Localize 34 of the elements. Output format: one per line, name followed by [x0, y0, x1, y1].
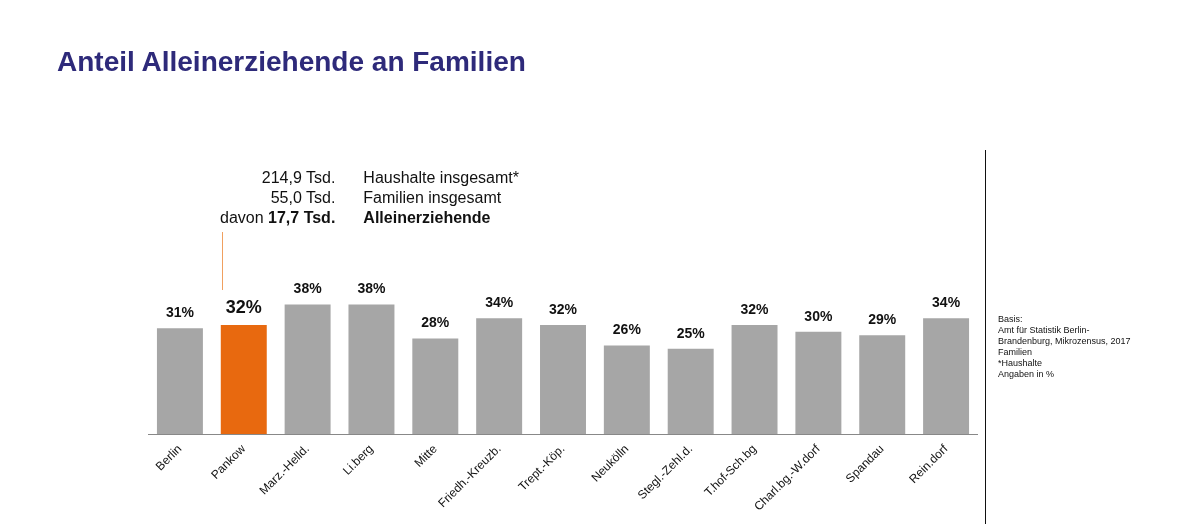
- data-label: 30%: [804, 307, 833, 324]
- data-label: 38%: [293, 280, 323, 297]
- data-label: 38%: [357, 280, 387, 297]
- text: Haushalte insgesamt*: [363, 169, 519, 186]
- bar: [923, 318, 970, 435]
- text: Basis: Amt für Statistik Berlin- Brandenburg, Mikrozensus, 2017 Familien *Haushalte Angaben in %: [998, 314, 1131, 380]
- data-label: 32%: [548, 300, 578, 317]
- data-label: 34%: [932, 293, 961, 310]
- data-label: 28%: [421, 314, 450, 331]
- data-label: 26%: [612, 321, 642, 338]
- data-label: 34%: [485, 293, 514, 310]
- text: 214,9 Tsd.: [261, 169, 336, 186]
- bar: [795, 331, 842, 435]
- text: Familien insgesamt: [363, 189, 502, 206]
- data-label: 29%: [868, 311, 897, 328]
- text: davon 17,7 Tsd.: [220, 209, 336, 226]
- bar: [603, 345, 650, 435]
- bar: [348, 304, 395, 435]
- data-label: 32%: [225, 296, 262, 317]
- text: 55,0 Tsd.: [270, 189, 336, 206]
- bar: [284, 304, 331, 435]
- data-label: 32%: [740, 300, 770, 317]
- bar: [731, 324, 778, 435]
- text: Alleinerziehende: [363, 209, 491, 226]
- bar: [540, 324, 586, 435]
- bar: [667, 348, 714, 435]
- data-label: 25%: [676, 324, 706, 341]
- bar: [412, 338, 459, 435]
- bar: [220, 324, 267, 435]
- bar: [476, 318, 523, 435]
- bar: [156, 328, 203, 435]
- chart-title: Anteil Alleinerziehende an Familien: [57, 46, 526, 78]
- bar: [859, 335, 906, 435]
- data-label: 31%: [165, 304, 195, 321]
